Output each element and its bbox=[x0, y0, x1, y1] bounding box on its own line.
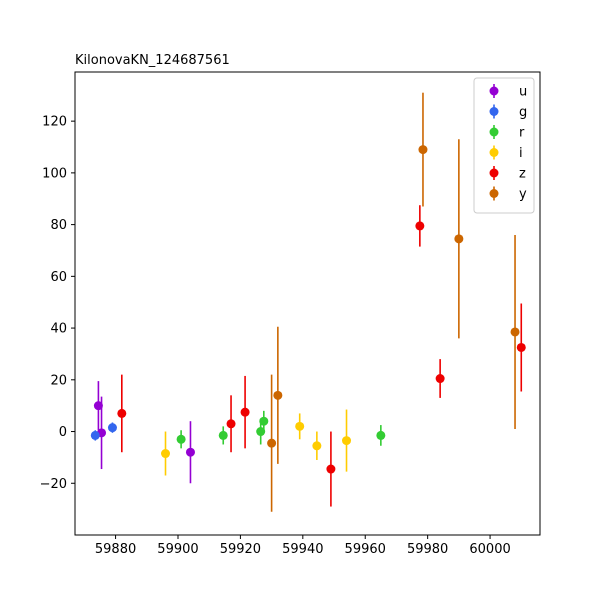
series-r bbox=[176, 410, 386, 449]
legend-marker-z bbox=[489, 168, 499, 178]
y-tick-label: 120 bbox=[42, 115, 67, 130]
data-point-z bbox=[326, 464, 336, 474]
data-point-r bbox=[259, 416, 269, 426]
x-tick-label: 59900 bbox=[157, 542, 198, 557]
x-tick-label: 59980 bbox=[407, 542, 448, 557]
y-tick-label: 20 bbox=[50, 373, 67, 388]
legend-marker-r bbox=[489, 127, 499, 137]
data-point-u bbox=[185, 447, 195, 457]
y-tick-label: 80 bbox=[50, 218, 67, 233]
data-point-r bbox=[376, 430, 386, 440]
data-point-r bbox=[176, 434, 186, 444]
legend-box bbox=[473, 77, 535, 214]
tick-layer: 59880 59900 59920 59940 59960 59980 60000 −20 0 2… bbox=[40, 115, 511, 557]
legend-label-y: y bbox=[519, 187, 527, 202]
y-tick-label: −20 bbox=[40, 477, 67, 492]
data-point-z bbox=[117, 408, 127, 418]
data-point-z bbox=[415, 221, 425, 231]
data-point-y bbox=[510, 327, 520, 337]
x-tick-label: 60000 bbox=[469, 542, 510, 557]
series-z bbox=[117, 205, 526, 507]
x-tick-label: 59920 bbox=[220, 542, 261, 557]
data-point-i bbox=[342, 436, 352, 446]
data-point-z bbox=[516, 342, 526, 352]
data-point-y bbox=[418, 145, 428, 155]
legend-label-g: g bbox=[519, 105, 527, 120]
data-point-g bbox=[90, 430, 100, 440]
y-tick-label: 60 bbox=[50, 270, 67, 285]
legend-label-i: i bbox=[519, 146, 523, 161]
data-point-z bbox=[226, 419, 236, 429]
data-point-z bbox=[240, 407, 250, 417]
data-point-g bbox=[107, 423, 117, 433]
data-point-i bbox=[312, 441, 322, 451]
series-i bbox=[161, 409, 352, 476]
legend-marker-i bbox=[489, 148, 499, 157]
plot-layer bbox=[90, 92, 526, 512]
series-g bbox=[90, 422, 117, 441]
y-tick-label: 40 bbox=[50, 322, 67, 337]
data-point-y bbox=[273, 390, 283, 400]
data-point-i bbox=[295, 421, 305, 431]
y-tick-label: 0 bbox=[59, 425, 67, 440]
chart-title: KilonovaKN_124687561 bbox=[75, 53, 230, 68]
legend-label-r: r bbox=[519, 126, 525, 141]
data-point-r bbox=[256, 427, 266, 437]
data-point-y bbox=[454, 234, 464, 244]
x-tick-label: 59940 bbox=[282, 542, 323, 557]
series-u bbox=[93, 381, 195, 484]
y-tick-label: 100 bbox=[42, 166, 67, 181]
axes-frame bbox=[74, 71, 541, 536]
data-point-u bbox=[93, 401, 103, 411]
x-tick-label: 59880 bbox=[95, 542, 136, 557]
legend-marker-y bbox=[489, 189, 499, 198]
legend-marker-g bbox=[489, 107, 499, 116]
legend-marker-u bbox=[489, 86, 499, 96]
legend-label-z: z bbox=[519, 167, 526, 182]
data-point-y bbox=[267, 438, 277, 448]
x-tick-label: 59960 bbox=[345, 542, 386, 557]
data-point-z bbox=[435, 374, 445, 384]
data-point-i bbox=[161, 449, 171, 459]
data-point-r bbox=[218, 430, 228, 440]
legend-label-u: u bbox=[519, 85, 527, 100]
series-y bbox=[267, 92, 520, 512]
